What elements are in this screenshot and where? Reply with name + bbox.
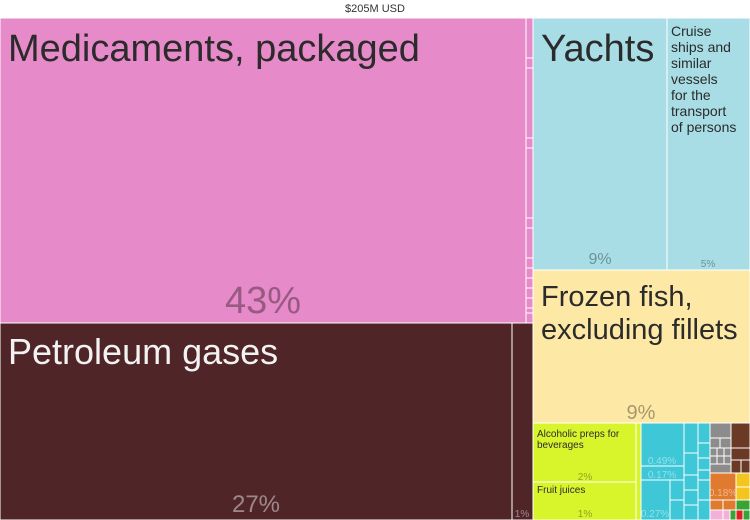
tile-lime-sliver	[635, 422, 642, 520]
tile-share-medicaments-packaged: 43%	[225, 280, 301, 322]
tile-share-orange-a: 0.18%	[709, 488, 737, 499]
tile-grey-j	[709, 463, 732, 474]
tile-pink-small-4	[525, 277, 534, 289]
treemap-canvas: Medicaments, packaged 43% Petroleum gases 2…	[0, 18, 750, 520]
tile-pink-small-5	[525, 297, 534, 309]
tile-yellow-b	[735, 486, 750, 501]
tile-grey-e	[716, 447, 725, 457]
tile-alcoholic-preps	[532, 422, 637, 483]
tile-green-a	[729, 509, 737, 520]
tile-grey-g	[709, 455, 718, 465]
tile-grey-d	[709, 447, 718, 457]
tile-pink-small-1	[525, 137, 534, 149]
tile-cyan-i	[683, 489, 699, 506]
tile-pink-small-6	[525, 312, 534, 324]
tile-share-cyan-a: 0.49%	[648, 456, 676, 467]
tile-grey-f	[723, 447, 732, 457]
tile-share-cyan-b: 0.17%	[648, 470, 676, 481]
tile-label-alcoholic-preps: Alcoholic preps for beverages	[537, 429, 620, 451]
tile-cyan-e	[669, 499, 685, 520]
tile-label-fruit-juices: Fruit juices	[537, 485, 585, 496]
tile-maroon-small	[511, 322, 534, 520]
tile-fruit-juices	[532, 481, 637, 520]
tile-pink-small-3	[525, 257, 534, 269]
tile-pink-small-2	[525, 217, 534, 229]
tile-grey-h	[716, 455, 725, 465]
tile-medicaments-packaged	[0, 18, 527, 324]
tile-cyan-l	[697, 442, 711, 459]
tile-orange-b	[709, 499, 724, 511]
tile-share-maroon-small: 1%	[515, 509, 530, 520]
tile-grey-b	[709, 437, 721, 449]
tile-yellow-a	[735, 472, 750, 488]
tile-share-frozen-fish: 9%	[627, 402, 656, 424]
tile-cyan-c	[640, 479, 671, 520]
tile-cruise-ships	[666, 18, 750, 271]
tile-label-frozen-fish: Frozen fish, excluding fillets	[541, 281, 738, 346]
tile-red-a	[735, 509, 744, 520]
tile-cyan-f	[683, 422, 699, 454]
tile-cyan-n	[697, 469, 711, 481]
tile-brown-b	[730, 447, 750, 461]
tile-grey-a	[709, 422, 732, 439]
tile-frozen-fish	[532, 269, 750, 424]
tile-cyan-h	[683, 474, 699, 491]
tile-cyan-m	[697, 457, 711, 471]
tile-share-cyan-c: 0.27%	[641, 509, 669, 520]
tile-share-cruise-ships: 5%	[701, 259, 716, 270]
tile-share-fruit-juices: 1%	[578, 509, 593, 520]
tile-green-b	[735, 499, 750, 511]
tile-cyan-p	[697, 499, 711, 520]
tile-brown-d	[740, 459, 750, 474]
tile-share-alcoholic-preps: 2%	[578, 472, 593, 483]
tile-share-petroleum-gases: 27%	[232, 491, 280, 518]
tile-petroleum-gases	[0, 322, 513, 520]
tile-lightpink-a	[709, 509, 724, 520]
tile-lightpink-b	[722, 509, 731, 520]
tile-grey-c	[719, 437, 732, 449]
tile-pink-small-0	[525, 57, 534, 69]
tile-brown-a	[730, 422, 750, 449]
tile-label-medicaments-packaged: Medicaments, packaged	[8, 28, 420, 70]
tile-cyan-k	[697, 422, 711, 444]
total-value-label: $205M USD	[345, 3, 405, 15]
tile-label-yachts: Yachts	[541, 28, 654, 70]
tile-orange-c	[722, 499, 737, 511]
tile-label-cruise-ships: Cruise ships and similar vessels for the tran…	[671, 23, 736, 135]
tile-cyan-d	[669, 479, 685, 501]
tile-brown-c	[730, 459, 742, 474]
tile-cyan-g	[683, 452, 699, 476]
tile-grey-i	[723, 455, 732, 465]
tile-cyan-j	[683, 504, 699, 520]
tile-green-c	[742, 509, 750, 520]
tile-share-yachts: 9%	[588, 251, 611, 268]
tile-label-petroleum-gases: Petroleum gases	[8, 331, 278, 372]
